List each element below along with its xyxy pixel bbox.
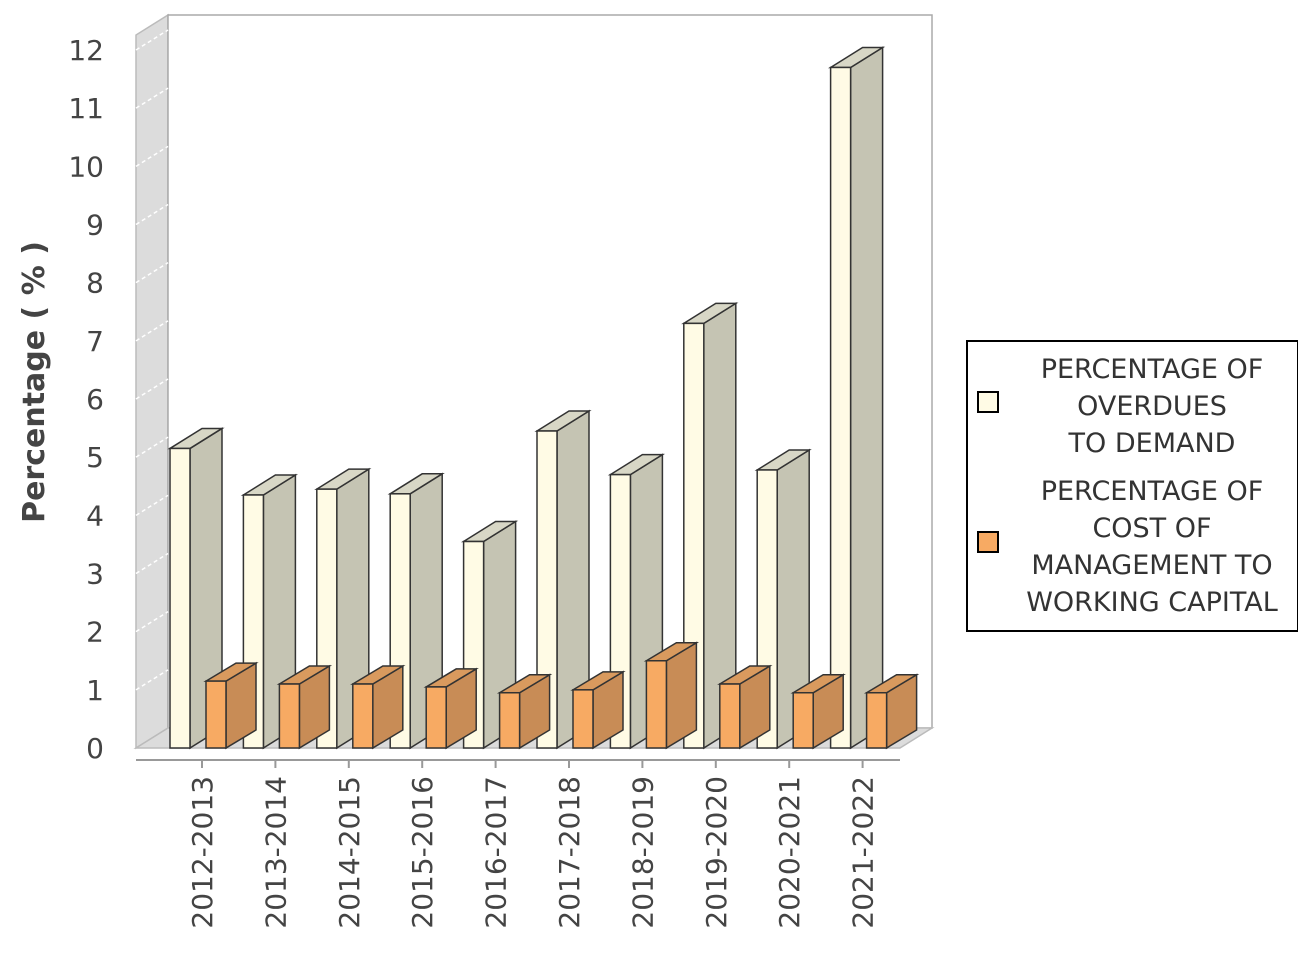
x-tick-label: 2019-2020 [700, 776, 733, 929]
gridline [135, 320, 169, 342]
y-tick-label: 2 [86, 616, 104, 649]
legend-entry: PERCENTAGE OF OVERDUES TO DEMAND [977, 354, 1264, 459]
x-tick-label: 2013-2014 [259, 776, 292, 929]
legend-label: OVERDUES [1077, 391, 1227, 422]
y-tick-label: 9 [86, 209, 104, 242]
gridline [135, 29, 169, 51]
left-wall [135, 13, 169, 750]
x-tick-label: 2021-2022 [847, 776, 880, 929]
bar-cost-of-management [423, 667, 479, 750]
bar-cost-of-management [863, 673, 920, 750]
y-tick-label: 12 [68, 34, 104, 67]
legend-label: PERCENTAGE OF [1041, 476, 1264, 507]
y-axis-label: Percentage ( % ) [17, 241, 52, 523]
x-tick-label: 2020-2021 [773, 776, 806, 929]
x-tick-label: 2014-2015 [333, 776, 366, 929]
x-tick-label: 2017-2018 [553, 776, 586, 929]
gridline [135, 378, 169, 400]
y-tick-label: 7 [86, 325, 104, 358]
bar-cost-of-management [276, 664, 333, 750]
legend-label: TO DEMAND [1068, 428, 1236, 459]
x-tick-label: 2015-2016 [406, 776, 439, 929]
y-tick-label: 11 [68, 92, 104, 125]
bar-front [536, 430, 558, 749]
bar-front [278, 683, 301, 749]
gridline [135, 552, 169, 575]
legend-label: WORKING CAPITAL [1026, 587, 1278, 618]
bar-cost-of-management [717, 664, 773, 750]
bar-front [205, 680, 227, 749]
legend-label: PERCENTAGE OF [1041, 354, 1264, 385]
bar-front [498, 691, 521, 749]
bar-front [645, 660, 668, 749]
bar-cost-of-management [496, 673, 553, 750]
bar-overdues [167, 427, 225, 750]
bar-front [169, 447, 191, 749]
bar-overdues [827, 46, 886, 750]
legend-swatch [977, 531, 999, 553]
y-tick-label: 5 [86, 441, 104, 474]
bar-overdues [387, 472, 445, 750]
bars [167, 46, 920, 750]
gridline [135, 669, 169, 691]
bar-front [572, 689, 594, 749]
bar-front [792, 691, 814, 749]
legend-label: COST OF [1092, 513, 1211, 544]
gridline [135, 203, 169, 226]
bar-cost-of-management [570, 670, 626, 750]
gridline [135, 145, 169, 167]
gridline [135, 436, 169, 458]
y-tick-label: 8 [86, 267, 104, 300]
legend-box [966, 340, 1298, 632]
bar-overdues [534, 409, 592, 750]
y-tick-label: 4 [86, 499, 104, 532]
y-tick-label: 1 [86, 674, 104, 707]
bar-front [865, 691, 888, 749]
legend-swatch [977, 391, 999, 413]
gridline [135, 494, 169, 516]
bar-front [829, 66, 852, 749]
x-tick-label: 2018-2019 [626, 776, 659, 929]
gridline [135, 87, 169, 109]
bar-front [719, 683, 741, 749]
bar-front [425, 686, 447, 749]
y-tick-label: 6 [86, 383, 104, 416]
bar-cost-of-management [203, 661, 259, 750]
legend-entry: PERCENTAGE OF COST OF MANAGEMENT TO WORKING… [977, 476, 1278, 618]
x-axis-ticks: 2012-2013 2013-2014 2014-2015 2015-2016 2016… [186, 760, 880, 929]
bar-side [849, 46, 884, 750]
x-tick-label: 2012-2013 [186, 776, 219, 929]
bar-overdues [681, 302, 739, 750]
x-tick-label: 2016-2017 [480, 776, 513, 929]
bar-cost-of-management [790, 673, 846, 750]
gridline [135, 262, 169, 284]
bar-cost-of-management [350, 664, 406, 750]
legend-label: MANAGEMENT TO [1031, 550, 1272, 581]
bar-front [352, 683, 374, 749]
y-tick-label: 3 [86, 558, 104, 591]
gridline [135, 611, 169, 633]
bar-front [683, 322, 705, 749]
y-tick-label: 0 [86, 732, 104, 765]
gridlines [135, 29, 169, 691]
y-tick-label: 10 [68, 150, 104, 183]
bar-cost-of-management [643, 641, 700, 750]
bar-overdues [314, 467, 372, 750]
